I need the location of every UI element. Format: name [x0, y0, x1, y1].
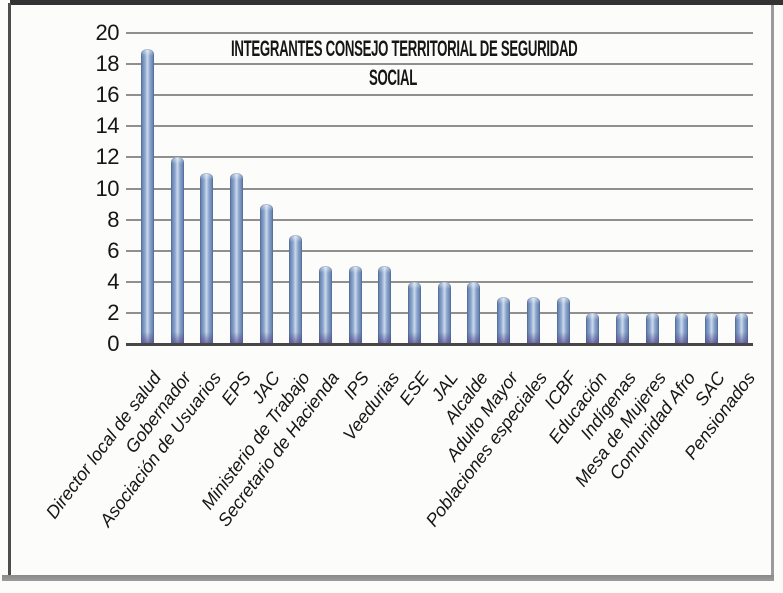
bar-veedurias — [378, 266, 392, 344]
chart-title-line-2: SOCIAL — [368, 65, 418, 90]
bar-adulto-mayor — [497, 297, 511, 344]
y-tick-label-4: 4 — [107, 268, 119, 294]
bar-jac — [259, 204, 273, 344]
figure-border-left — [8, 3, 11, 577]
bar-ese — [408, 281, 422, 344]
chart-title: INTEGRANTES CONSEJO TERRITORIAL DE SEGUR… — [123, 34, 663, 92]
figure-border-right — [771, 5, 774, 580]
bar-mesa-de-mujeres — [645, 312, 659, 344]
gridline-14 — [126, 125, 753, 128]
x-category-label-eps: EPS — [216, 368, 255, 409]
bar-secretario-de-hacienda — [319, 266, 333, 344]
y-tick-label-14: 14 — [95, 113, 120, 139]
y-tick-label-18: 18 — [95, 51, 120, 77]
bar-ind-genas — [615, 312, 629, 344]
x-axis-line — [126, 343, 753, 346]
y-tick-label-8: 8 — [107, 206, 119, 232]
y-tick-label-6: 6 — [107, 237, 119, 263]
y-tick-label-16: 16 — [95, 82, 120, 108]
y-tick-label-12: 12 — [95, 144, 120, 170]
bar-comunidad-afro — [675, 312, 689, 344]
gridline-16 — [126, 94, 753, 97]
y-tick-label-2: 2 — [107, 299, 119, 325]
gridline-12 — [126, 156, 753, 159]
gridline-10 — [126, 187, 753, 190]
bar-pensionados — [734, 312, 748, 344]
gridline-6 — [126, 249, 753, 252]
gridline-20 — [126, 32, 753, 34]
bar-alcalde — [467, 281, 481, 344]
y-tick-label-10: 10 — [95, 175, 120, 201]
figure-border-top — [10, 0, 783, 5]
gridline-18 — [126, 63, 753, 66]
bar-ministerio-de-trabajo — [289, 235, 303, 344]
bar-poblaciones-especiales — [526, 297, 540, 344]
bar-sac — [704, 312, 718, 344]
bar-asociaci-n-de-usuarios — [200, 172, 214, 344]
bar-gobernador — [170, 157, 184, 344]
bar-icbf — [556, 297, 570, 344]
x-category-label-ese: ESE — [394, 368, 433, 409]
bar-eps — [230, 172, 244, 344]
y-tick-label-0: 0 — [107, 331, 119, 356]
bar-director-local-de-salud — [141, 48, 154, 344]
x-category-label-director-local-de-salud: Director local de salud — [42, 368, 166, 523]
bar-jal — [437, 281, 451, 344]
figure-border-bottom — [2, 575, 774, 581]
bar-educaci-n — [586, 312, 600, 344]
gridline-8 — [126, 218, 753, 221]
chart-title-line-1: INTEGRANTES CONSEJO TERRITORIAL DE SEGUR… — [231, 36, 578, 61]
y-tick-label-20: 20 — [95, 20, 120, 45]
gridline-4 — [126, 280, 753, 283]
bar-ips — [348, 266, 362, 344]
